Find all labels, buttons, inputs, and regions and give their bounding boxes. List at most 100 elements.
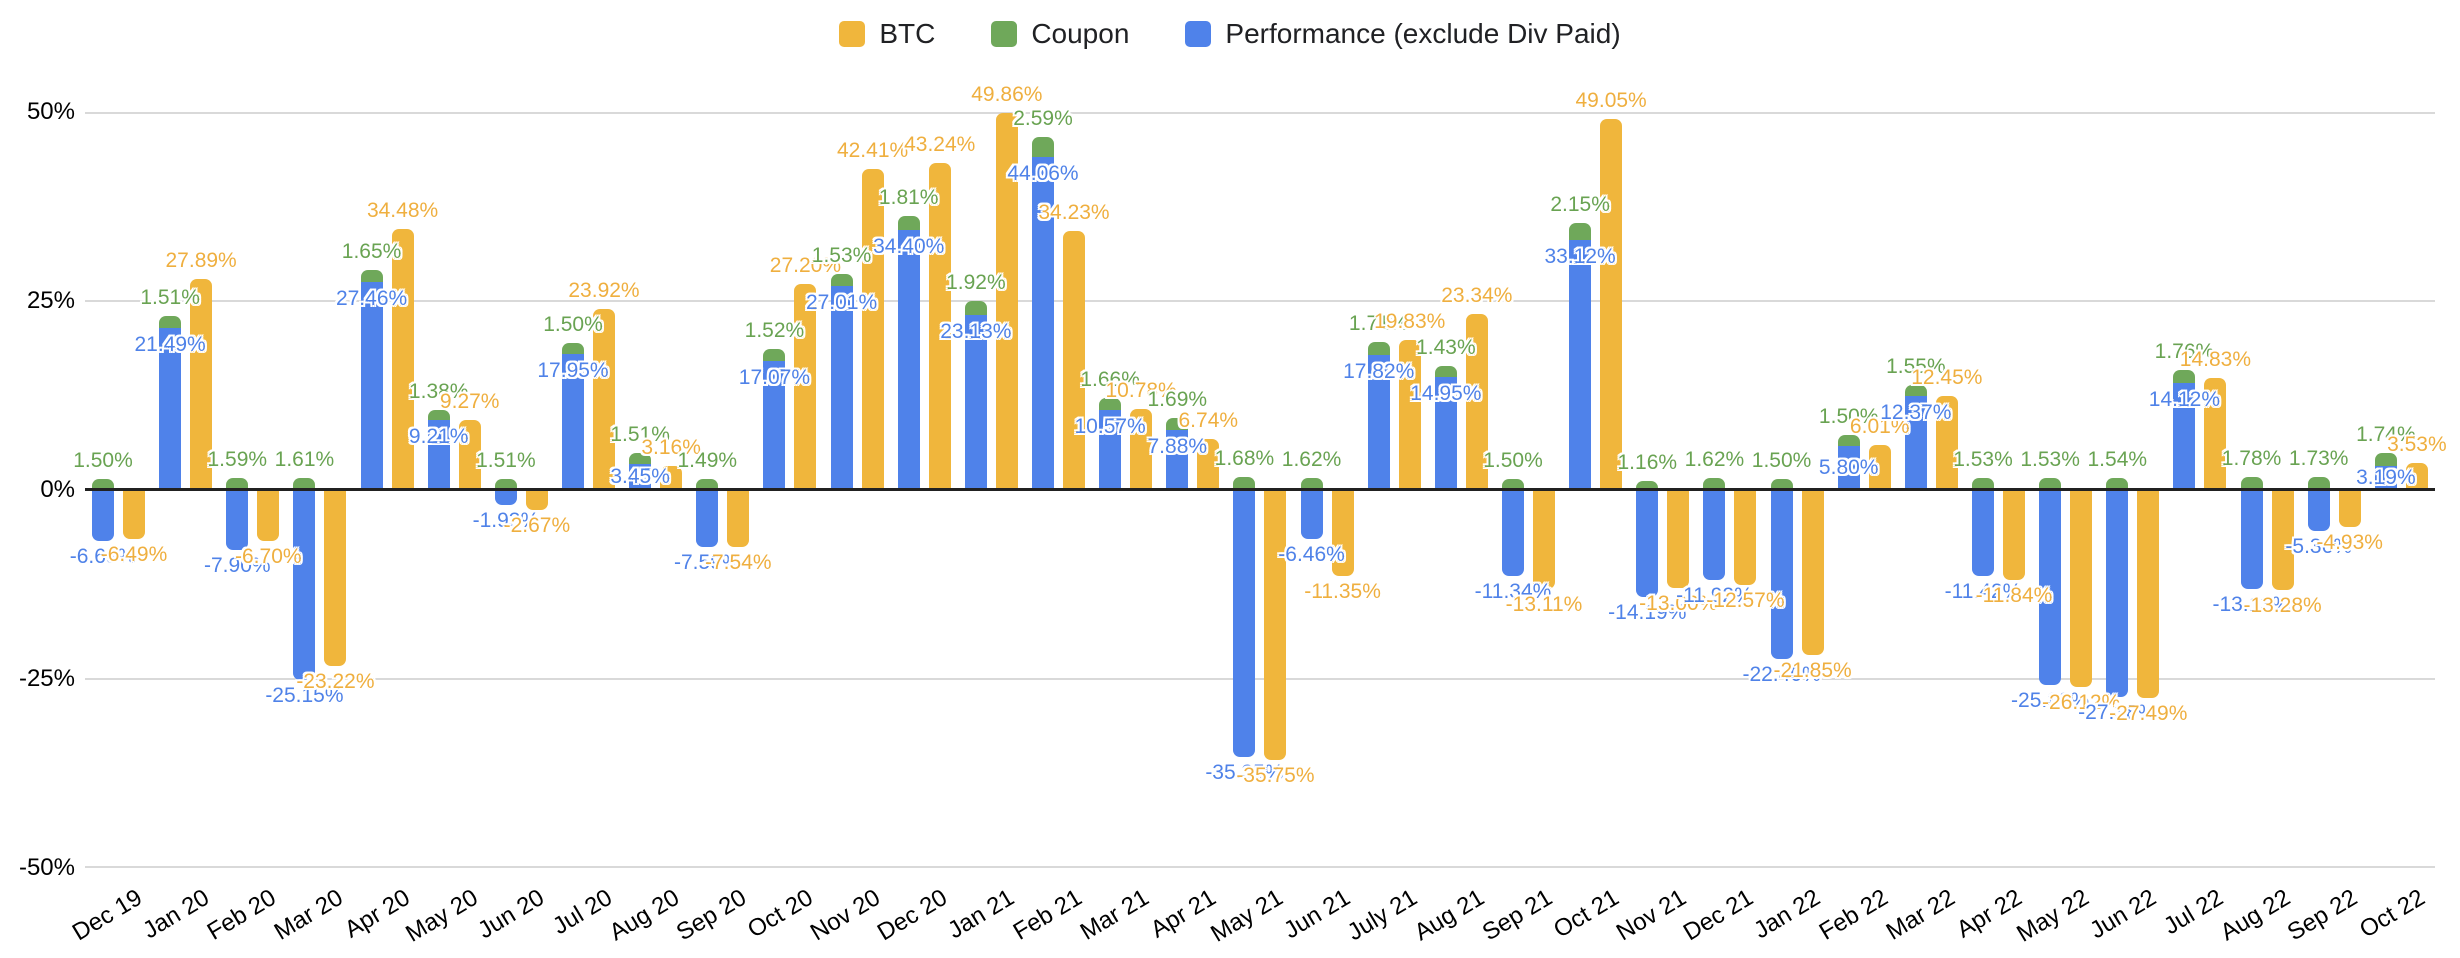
btc-label: 10.78% [1105, 378, 1177, 402]
x-axis-label: Mar 21 [1075, 884, 1154, 946]
coupon-bar [1099, 397, 1122, 411]
performance-label: -5.36% [2285, 534, 2352, 558]
performance-label: 10.57% [1074, 415, 1146, 439]
bar-group: 1.16% -14.19% -13.00% [1608, 112, 1717, 868]
x-axis-label: May 21 [1206, 884, 1288, 948]
coupon-bar [1703, 477, 1726, 490]
btc-label: 42.41% [836, 139, 909, 163]
btc-bar [2271, 490, 2294, 591]
bar-group: 1.52% 17.07% 27.20% [739, 112, 841, 868]
y-axis: 50% 25% 0% -25% -50% [0, 100, 75, 880]
coupon-label: 2.59% [1013, 107, 1073, 131]
performance-bar [964, 315, 987, 490]
btc-bar [2137, 490, 2160, 698]
bar-group: 1.59% -7.90% -6.70% [204, 112, 302, 868]
coupon-label: 1.55% [1886, 354, 1946, 378]
performance-label: 17.07% [738, 365, 811, 389]
coupon-label: 1.69% [1147, 387, 1208, 411]
coupon-bar [562, 342, 584, 355]
performance-label: 12.37% [1880, 401, 1952, 425]
coupon-bar [92, 478, 114, 490]
performance-label: -27.38% [2078, 700, 2157, 724]
coupon-bar [1770, 478, 1793, 490]
plot-area: Dec 19 1.50% -6.69% -6.49% Jan 20 1.51% 21.49%… [67, 83, 2446, 948]
coupon-label: 1.65% [341, 239, 402, 263]
btc-label: -6.70% [235, 544, 302, 568]
x-axis-label: Dec 21 [1678, 884, 1758, 947]
performance-bar [92, 490, 114, 541]
coupon-bar [494, 478, 517, 490]
performance-bar [1099, 410, 1122, 490]
bar-group: 1.51% -1.93% -2.67% [473, 112, 571, 868]
coupon-bar [226, 477, 249, 490]
legend-label-btc: BTC [879, 18, 936, 49]
bar-group: 1.53% -25.83% -26.12% [2011, 112, 2120, 868]
x-axis-label: Jun 21 [1279, 884, 1356, 945]
btc-bar [1868, 444, 1891, 490]
bar-group: 1.62% -6.46% -11.35% [1278, 112, 1381, 868]
bar-group: 1.66% 10.57% 10.78% [1075, 112, 1177, 868]
coupon-label: 1.54% [2087, 448, 2148, 472]
coupon-label: 1.43% [1416, 336, 1476, 360]
btc-bar [727, 490, 750, 547]
coupon-label: 1.50% [1818, 404, 1879, 428]
coupon-bar [1569, 223, 1592, 240]
x-axis-label: Apr 21 [1146, 884, 1221, 944]
performance-bar [1904, 396, 1927, 490]
btc-bar [861, 169, 884, 490]
x-axis-label: Sep 21 [1477, 884, 1557, 947]
btc-label: 23.92% [568, 279, 640, 303]
btc-bar [1398, 340, 1421, 490]
coupon-label: 1.53% [1953, 448, 2013, 472]
coupon-bar [1166, 417, 1189, 431]
coupon-label: 1.53% [811, 244, 872, 268]
coupon-label: 1.52% [744, 319, 805, 343]
coupon-label: 1.16% [1617, 451, 1678, 475]
btc-bar [928, 163, 951, 490]
coupon-bar [1233, 477, 1256, 490]
coupon-label: 1.51% [140, 286, 200, 310]
btc-bar [1197, 439, 1220, 490]
bar-group: 1.78% -13.13% -13.28% [2212, 112, 2321, 868]
bar-group: 2.15% 33.12% 49.05% [1545, 89, 1647, 868]
bar-group: 1.53% 27.01% 42.41% [806, 112, 908, 868]
btc-label: 9.27% [439, 389, 500, 413]
coupon-bar [1972, 478, 1994, 490]
coupon-bar [1636, 481, 1659, 490]
x-axis-line [85, 488, 2435, 491]
btc-label: 3.16% [641, 436, 701, 460]
performance-label: -7.59% [674, 551, 741, 575]
btc-bar [1264, 490, 1287, 761]
btc-bar [1533, 490, 1555, 590]
bar-group: 1.71% 17.82% 19.83% [1343, 112, 1445, 868]
coupon-swatch-icon [991, 21, 1018, 47]
performance-label: 21.49% [134, 332, 206, 356]
performance-label: -1.93% [472, 508, 540, 532]
legend-label-coupon: Coupon [1031, 18, 1130, 49]
coupon-bar [696, 478, 719, 490]
coupon-bar [1434, 366, 1457, 377]
btc-bar [2204, 377, 2227, 490]
coupon-label: 1.74% [2356, 422, 2416, 446]
performance-label: -14.19% [1608, 601, 1687, 625]
bar-group: 1.92% 23.13% 49.86% [940, 83, 1042, 868]
bar-group: 1.81% 34.40% 43.24% [873, 112, 975, 868]
y-axis-label: 50% [26, 98, 75, 125]
btc-label: 27.89% [165, 249, 237, 273]
coupon-label: 2.15% [1550, 193, 1610, 217]
performance-label: -7.90% [204, 553, 271, 577]
btc-label: 3.53% [2387, 433, 2447, 457]
performance-bar [159, 327, 182, 490]
x-axis-label: Aug 22 [2215, 884, 2296, 947]
bar-group: 1.50% -11.34% -13.11% [1475, 112, 1583, 868]
performance-label: 14.95% [1410, 381, 1482, 405]
coupon-label: 1.50% [543, 312, 603, 336]
performance-label: -25.15% [265, 684, 344, 708]
coupon-label: 1.68% [1214, 447, 1275, 471]
btc-bar [995, 113, 1018, 490]
btc-label: 43.24% [904, 133, 976, 157]
performance-label: -11.42% [1944, 580, 2022, 604]
gridline-neg25 [85, 678, 2435, 680]
performance-bar [2240, 490, 2263, 590]
bar-group: 1.54% -27.38% -27.49% [2078, 112, 2187, 868]
